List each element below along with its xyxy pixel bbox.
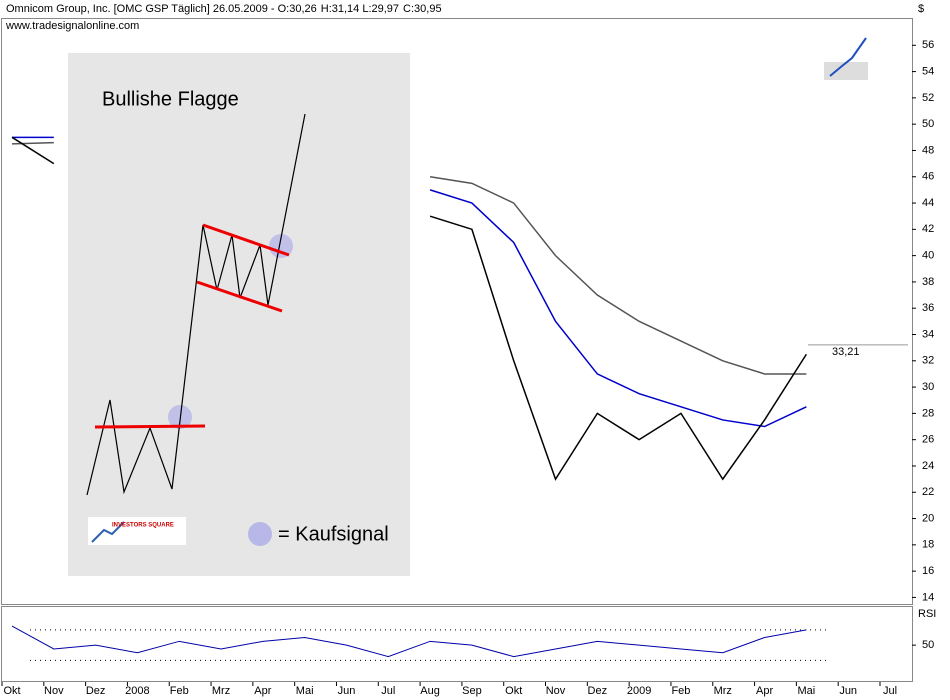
y-tick-label: 18	[922, 539, 934, 551]
y-tick-label: 32	[922, 355, 934, 367]
x-tick-label: Jun	[338, 685, 356, 697]
x-tick-label: Mai	[798, 685, 816, 697]
logo-icon	[91, 521, 125, 543]
y-tick-label: 28	[922, 407, 934, 419]
x-tick-label: Sep	[462, 685, 482, 697]
price-frame	[1, 18, 913, 605]
icon-base	[824, 62, 868, 80]
x-tick-label: Nov	[44, 685, 64, 697]
y-tick-label: 26	[922, 434, 934, 446]
series-line	[11, 136, 55, 165]
y-tick-label: 20	[922, 512, 934, 524]
y-tick-label: 30	[922, 381, 934, 393]
y-tick-label: 56	[922, 39, 934, 51]
x-tick-label: Feb	[671, 685, 690, 697]
inset-legend: = Kaufsignal	[278, 523, 389, 545]
y-tick-label: 36	[922, 302, 934, 314]
x-tick-label: Aug	[420, 685, 440, 697]
x-tick-label: Nov	[546, 685, 566, 697]
plot: 14 16 18 20 22 24 26 28 30 32 34 36 38 40 42 44 46 48 50 52…	[1, 39, 934, 697]
quote: H:31,14 L:29,97	[321, 3, 399, 15]
y-tick-label: 34	[922, 328, 934, 340]
y-tick-label: 16	[922, 565, 934, 577]
series-line	[429, 215, 808, 481]
y-tick-label: 42	[922, 223, 934, 235]
legend-dot	[248, 522, 272, 546]
x-tick-label: 2008	[125, 685, 149, 697]
x-tick-label: Apr	[254, 685, 271, 697]
y-tick-label: 46	[922, 171, 934, 183]
icon-line	[829, 37, 867, 77]
x-tick-label: Dez	[86, 685, 106, 697]
annotation-label: 33,21	[832, 346, 860, 358]
y-tick-label: 40	[922, 250, 934, 262]
x-tick-label: Dez	[588, 685, 608, 697]
inset-title: Bullishe Flagge	[102, 88, 239, 110]
x-tick-label: Mai	[296, 685, 314, 697]
source: www.tradesignalonline.com	[5, 20, 139, 32]
rsi-frame	[1, 606, 913, 682]
signal-dot	[269, 234, 293, 258]
series-line	[429, 176, 807, 375]
x-tick-label: Jul	[381, 685, 395, 697]
logo: INVESTORS SQUARE	[112, 523, 174, 529]
y-tick-label: 52	[922, 92, 934, 104]
y-tick-label: 50	[922, 639, 934, 651]
y-tick-label: 44	[922, 197, 934, 209]
flag-line	[202, 223, 290, 257]
series-line	[11, 625, 807, 658]
y-tick-label: 48	[922, 144, 934, 156]
x-tick-label: Jul	[883, 685, 897, 697]
rsi-title: RSI	[918, 608, 936, 620]
y-tick-label: 14	[922, 591, 934, 603]
x-tick-label: Okt	[505, 685, 522, 697]
x-tick-label: Jun	[839, 685, 857, 697]
inset-background	[68, 53, 410, 576]
series-line	[11, 141, 54, 145]
y-tick-label: 54	[922, 65, 934, 77]
chart-title: Omnicom Group, Inc. [OMC GSP Täglich] 26…	[6, 3, 275, 15]
icon	[824, 37, 868, 80]
x-tick-label: Mrz	[714, 685, 732, 697]
pattern-line	[86, 113, 306, 496]
quote: C:30,95	[403, 3, 442, 15]
x-tick-label: Apr	[756, 685, 773, 697]
flag-line	[196, 280, 283, 313]
resistance-line	[94, 424, 206, 429]
y-tick-label: 22	[922, 486, 934, 498]
x-tick-label: Okt	[3, 685, 20, 697]
unit: $	[918, 3, 924, 15]
y-tick-label: 38	[922, 276, 934, 288]
y-tick-label: 24	[922, 460, 934, 472]
x-tick-label: Feb	[170, 685, 189, 697]
quote: O:30,26	[278, 3, 317, 15]
x-tick-label: Mrz	[212, 685, 230, 697]
series-line	[429, 189, 807, 428]
inset: Bullishe Flagge = Kaufsignal INVESTORS S…	[68, 53, 410, 576]
x-tick-label: 2009	[627, 685, 651, 697]
y-tick-label: 50	[922, 118, 934, 130]
